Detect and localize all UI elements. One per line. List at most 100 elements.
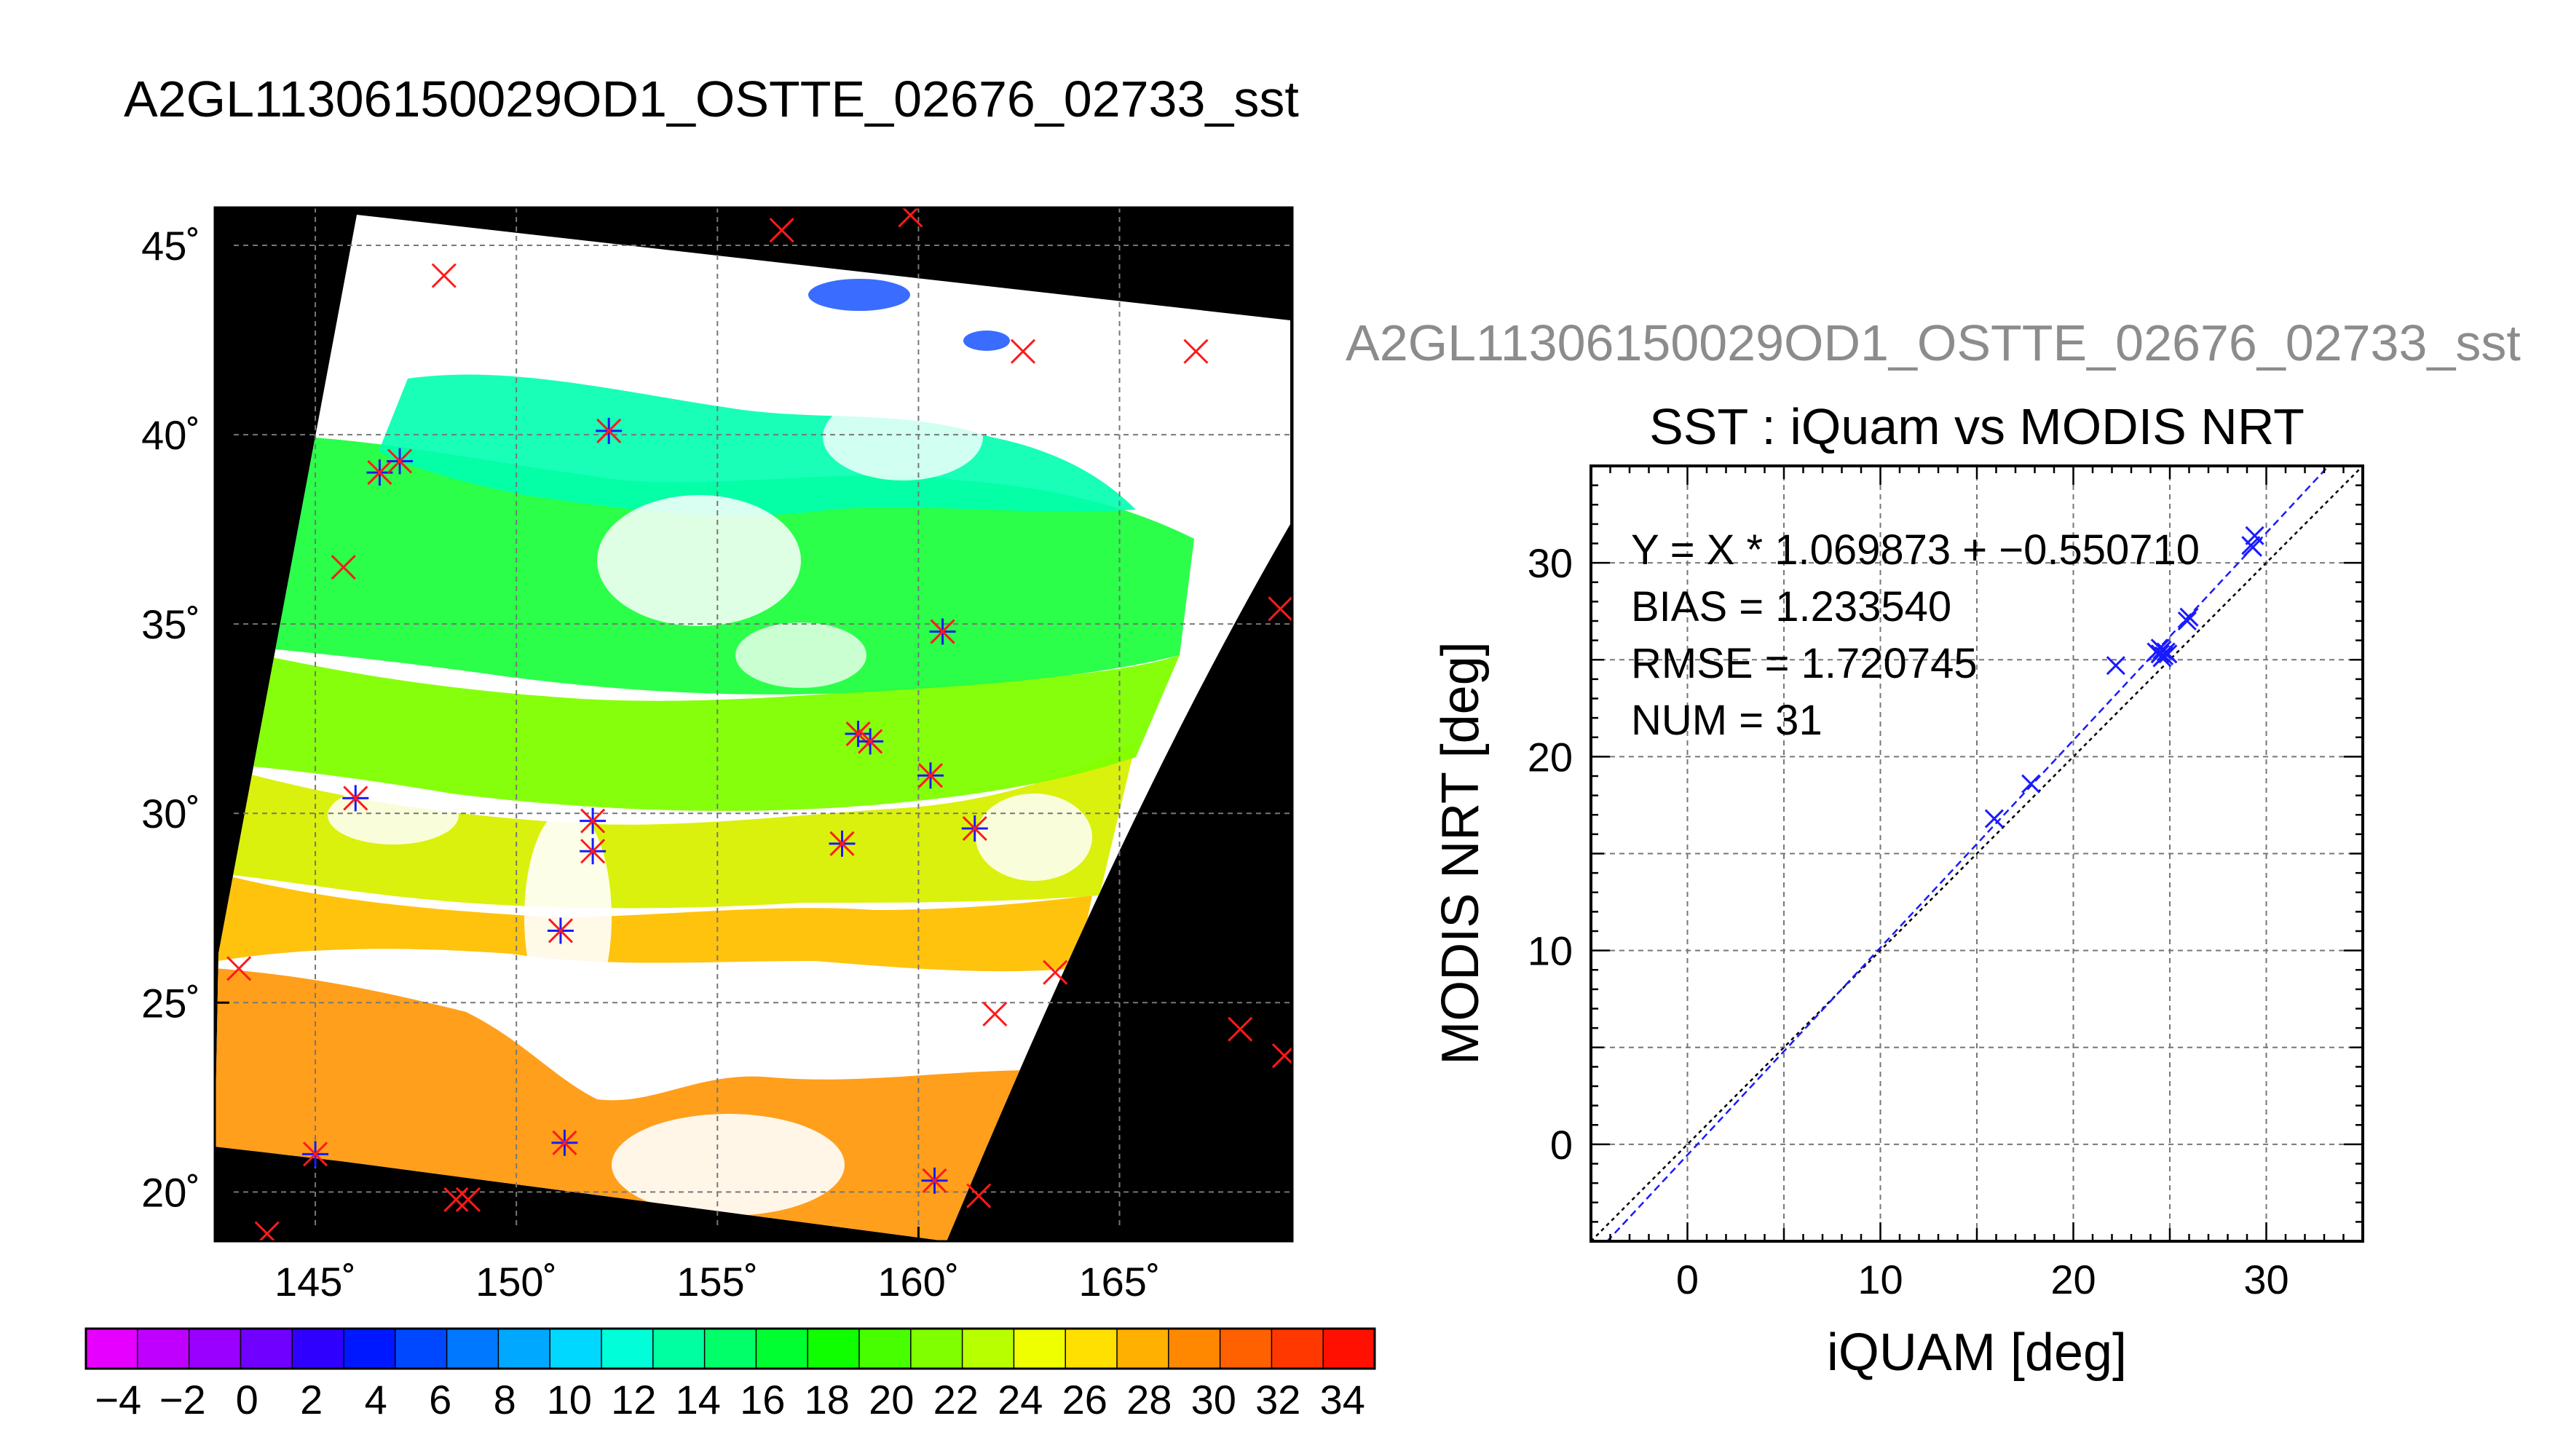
colorbar-label: 26 [1062,1377,1107,1423]
scatter-plot: 0 10 20 30 0 10 20 30 Y = X * 1.069873 + −0.550… [1431,464,2364,1382]
lon-tick-label: 150˚ [475,1259,557,1305]
buoy-marker [898,207,923,228]
cloud-patch-6 [328,786,459,844]
colorbar-swatch [1168,1329,1221,1369]
matched-buoy-marker [929,618,956,645]
scatter-axes: 0 10 20 30 0 10 20 30 [1528,464,2364,1302]
colorbar-label: 2 [300,1377,323,1423]
lat-tick-label: 45˚ [141,223,200,269]
x-tick-label: 0 [1676,1257,1699,1302]
cloud-patch-7 [735,622,866,688]
colorbar-label: −2 [159,1377,206,1423]
lat-tick-label: 25˚ [141,980,200,1026]
sst-field-yellow-band [218,743,1136,909]
y-tick-label: 0 [1550,1122,1573,1168]
colorbar-swatch [550,1329,602,1369]
regression-line [1606,466,2330,1241]
colorbar-swatch [86,1329,138,1369]
colorbar-swatch [652,1329,706,1369]
lon-tick-label: 145˚ [275,1259,356,1305]
sst-field-lime-band [233,655,1180,811]
colorbar-swatch [395,1329,448,1369]
colorbar-swatch [910,1329,963,1369]
colorbar-label: 24 [998,1377,1043,1423]
x-tick-label: 30 [2243,1257,2289,1302]
scatter-title: SST : iQuam vs MODIS NRT [1649,398,2305,455]
x-axis-label: iQUAM [deg] [1827,1324,2127,1382]
matched-buoy-marker [917,762,944,789]
buoy-marker [966,1183,992,1208]
buoy-marker [1268,596,1292,622]
scatter-point [2021,774,2041,794]
sst-field-cyan-north [379,374,1136,516]
sst-field-orange-band [218,874,1092,972]
colorbar-label: 20 [869,1377,914,1423]
x-tick-label: 10 [1857,1257,1903,1302]
colorbar-label: 32 [1255,1377,1300,1423]
scatter-point [2179,607,2199,627]
colorbar-label: 0 [236,1377,258,1423]
colorbar-label: 34 [1320,1377,1365,1423]
colorbar-swatch [240,1329,293,1369]
colorbar-label: 8 [494,1377,516,1423]
buoy-marker [331,555,356,580]
scatter-gridlines [1591,466,2363,1241]
lat-tick-label: 20˚ [141,1169,200,1215]
scatter-points [1984,526,2264,828]
colorbar-label: 12 [611,1377,656,1423]
matched-buoy-marker [857,728,884,755]
fit-statistic: Y = X * 1.069873 + −0.550710 [1631,526,2200,574]
buoy-marker [431,263,457,288]
map-frame [213,206,1294,1243]
cloud-patch-5 [612,1114,845,1216]
buoy-marker [982,1001,1008,1026]
fit-statistic: RMSE = 1.720745 [1631,640,1978,687]
colorbar-swatch [137,1329,190,1369]
cold-patch-2 [963,331,1010,351]
colorbar-label: 30 [1191,1377,1236,1423]
fit-statistic: BIAS = 1.233540 [1631,583,1951,630]
colorbar-swatch [1117,1329,1169,1369]
buoy-marker [455,1187,481,1212]
colorbar-label: 10 [547,1377,592,1423]
map-tick-labels: 145˚ 150˚ 155˚ 160˚ 165˚ 45˚ 40˚ 35˚ 30˚ 25˚ 20˚ [141,223,1161,1305]
y-tick-label: 20 [1528,734,1573,780]
buoy-marker [1043,960,1068,985]
map-match-markers [226,207,1292,1241]
colorbar-swatch [1323,1329,1375,1369]
colorbar-swatch [601,1329,654,1369]
colorbar-swatch [962,1329,1014,1369]
matched-buoy-marker [580,838,607,865]
y-axis-label: MODIS NRT [deg] [1431,641,1490,1065]
cloud-patch-2 [823,393,983,480]
cloud-patch-4 [976,794,1092,881]
cloud-patch-3 [524,808,612,1026]
colorbar-swatch [807,1329,860,1369]
colorbar-swatch [1271,1329,1324,1369]
buoy-marker [254,1221,280,1241]
colorbar-swatch [704,1329,757,1369]
scatter-point [2177,611,2197,631]
lon-tick-label: 155˚ [676,1259,758,1305]
colorbar-swatch [498,1329,550,1369]
scatter-point [2241,536,2261,555]
sst-map: 145˚ 150˚ 155˚ 160˚ 165˚ 45˚ 40˚ 35˚ 30˚ 25˚ 20˚ [141,206,1294,1305]
colorbar-swatch [446,1329,499,1369]
scatter-point [2158,644,2178,664]
scatter-point [1984,809,2004,828]
colorbar-swatch [1220,1329,1272,1369]
colorbar-label: 14 [676,1377,721,1423]
buoy-marker [1228,1016,1253,1042]
colorbar-label: 4 [365,1377,387,1423]
identity-line [1591,466,2363,1241]
lon-tick-label: 160˚ [877,1259,959,1305]
lon-tick-label: 165˚ [1078,1259,1160,1305]
colorbar-swatch [189,1329,241,1369]
x-tick-label: 20 [2050,1257,2096,1302]
matched-buoy-marker [829,830,856,857]
buoy-marker [1183,339,1209,364]
lat-tick-label: 35˚ [141,601,200,647]
colorbar-swatch [1065,1329,1118,1369]
colorbar-swatch [859,1329,912,1369]
lat-tick-label: 40˚ [141,412,200,458]
